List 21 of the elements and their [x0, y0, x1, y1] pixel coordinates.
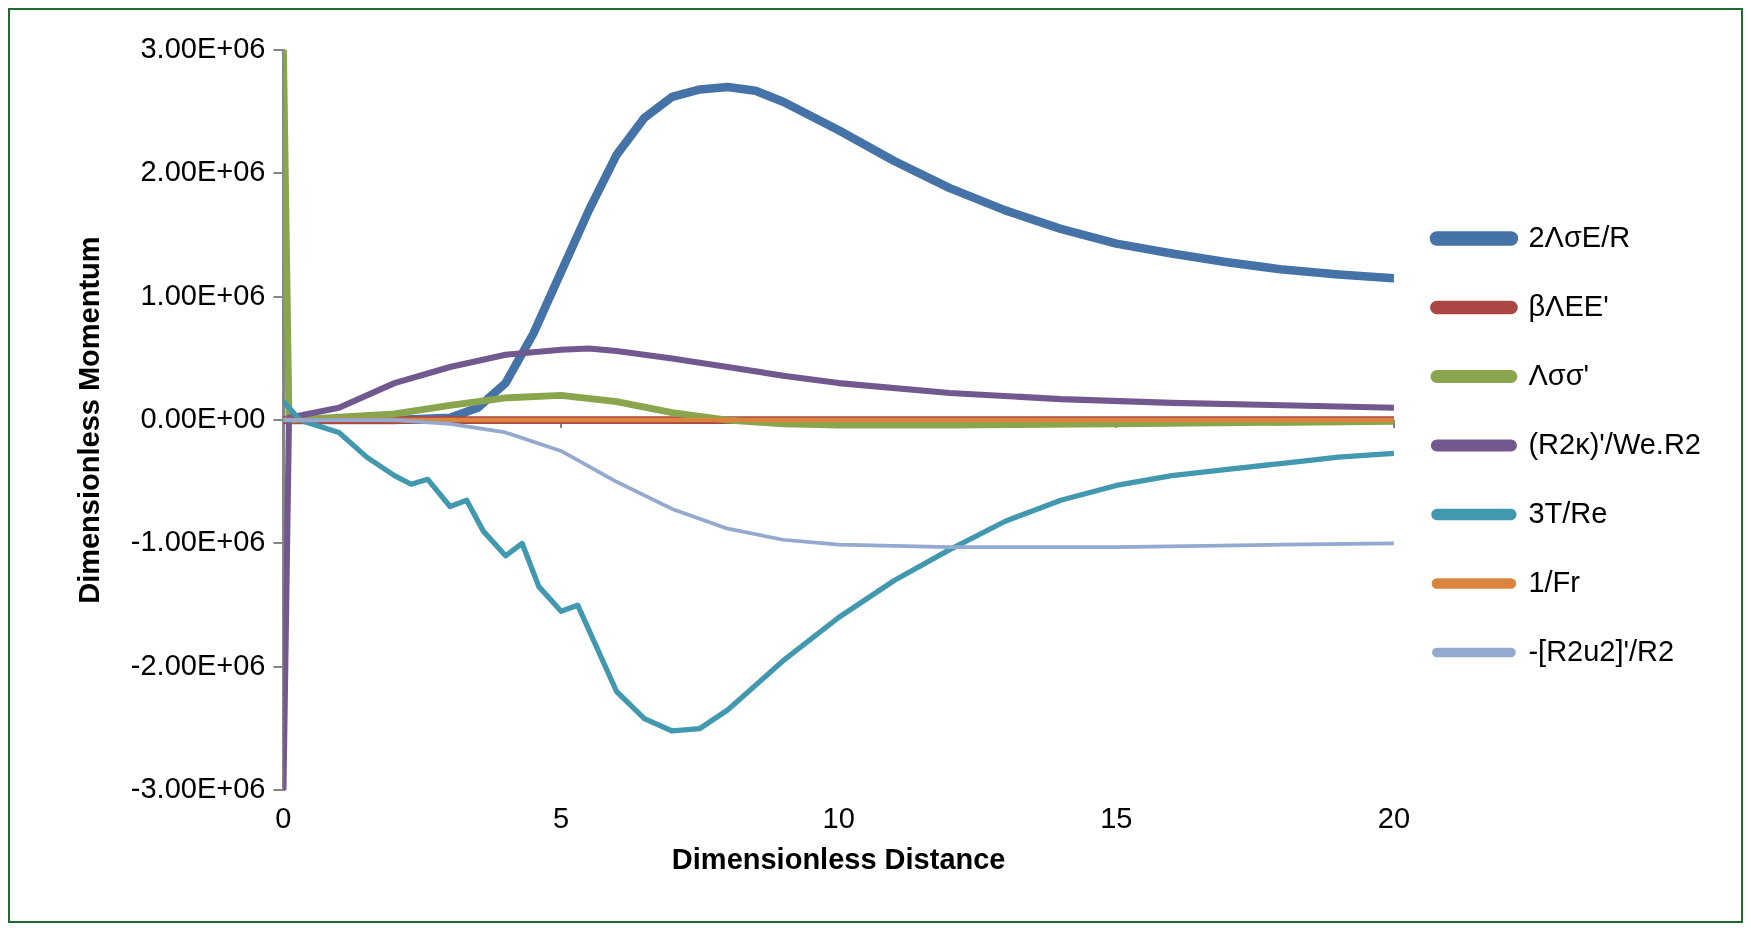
y-tick-label: -3.00E+06: [130, 772, 266, 805]
y-tick-label: 0.00E+00: [140, 402, 266, 435]
legend-label: (R2κ)'/We.R2: [1528, 427, 1702, 460]
y-axis-title: Dimensionless Momentum: [73, 236, 106, 604]
x-tick-label: 20: [1377, 801, 1411, 834]
legend-label: -[R2u2]'/R2: [1528, 634, 1675, 667]
x-tick-label: 10: [822, 801, 855, 834]
legend-label: 1/Fr: [1528, 565, 1581, 598]
legend-label: 2ΛσE/R: [1528, 220, 1631, 253]
x-tick-label: 0: [275, 801, 292, 834]
legend-label: βΛEE': [1528, 289, 1609, 322]
y-tick-label: -2.00E+06: [130, 648, 266, 681]
y-tick-label: -1.00E+06: [130, 525, 266, 558]
legend-label: 3T/Re: [1528, 496, 1608, 529]
y-tick-label: 1.00E+06: [140, 278, 266, 311]
y-tick-label: 2.00E+06: [140, 155, 266, 188]
y-tick-label: 3.00E+06: [140, 32, 266, 64]
x-axis-title: Dimensionless Distance: [671, 842, 1006, 875]
x-tick-label: 15: [1100, 801, 1133, 834]
x-tick-label: 5: [552, 801, 570, 834]
legend-label: Λσσ': [1528, 358, 1590, 391]
